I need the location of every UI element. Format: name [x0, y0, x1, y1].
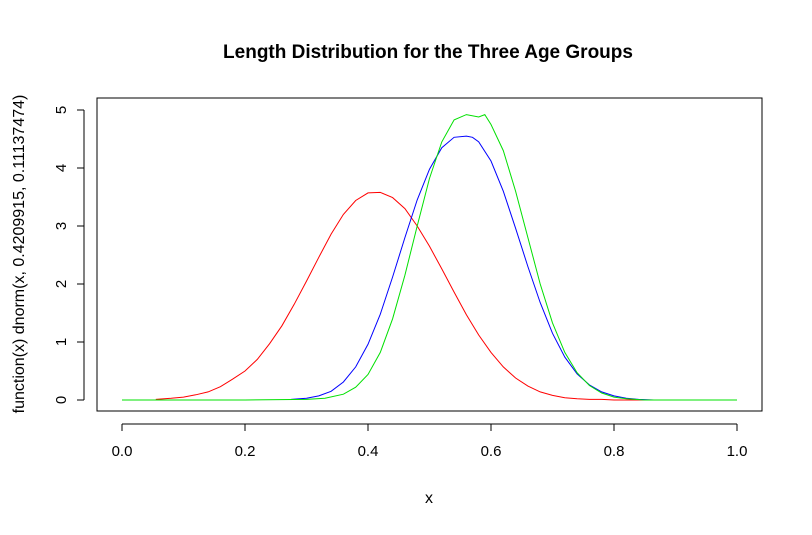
y-tick-label: 1 — [53, 338, 70, 346]
x-tick-label: 0.6 — [481, 443, 502, 460]
x-tick-label: 1.0 — [727, 443, 748, 460]
y-tick-label: 3 — [53, 222, 70, 230]
x-axis: 0.0 0.2 0.4 0.6 0.8 1.0 — [112, 423, 748, 460]
y-tick-label: 0 — [53, 396, 70, 404]
y-tick-label: 4 — [53, 164, 70, 172]
x-axis-title: x — [425, 490, 433, 507]
x-tick-label: 0.4 — [358, 443, 379, 460]
series-line-2 — [291, 135, 655, 401]
chart-title: Length Distribution for the Three Age Gr… — [223, 42, 633, 63]
x-tick-label: 0.8 — [604, 443, 625, 460]
y-tick-label: 2 — [53, 280, 70, 288]
y-axis: 0 1 2 3 4 5 — [53, 106, 85, 404]
series-layer — [122, 113, 737, 401]
y-tick-label: 5 — [53, 106, 70, 114]
series-line-1 — [155, 191, 654, 401]
plot-frame — [96, 97, 763, 412]
y-axis-title: function(x) dnorm(x, 0.4209915, 0.111374… — [11, 95, 28, 414]
series-line-3 — [122, 113, 737, 401]
x-tick-label: 0.0 — [112, 443, 133, 460]
x-tick-label: 0.2 — [235, 443, 256, 460]
